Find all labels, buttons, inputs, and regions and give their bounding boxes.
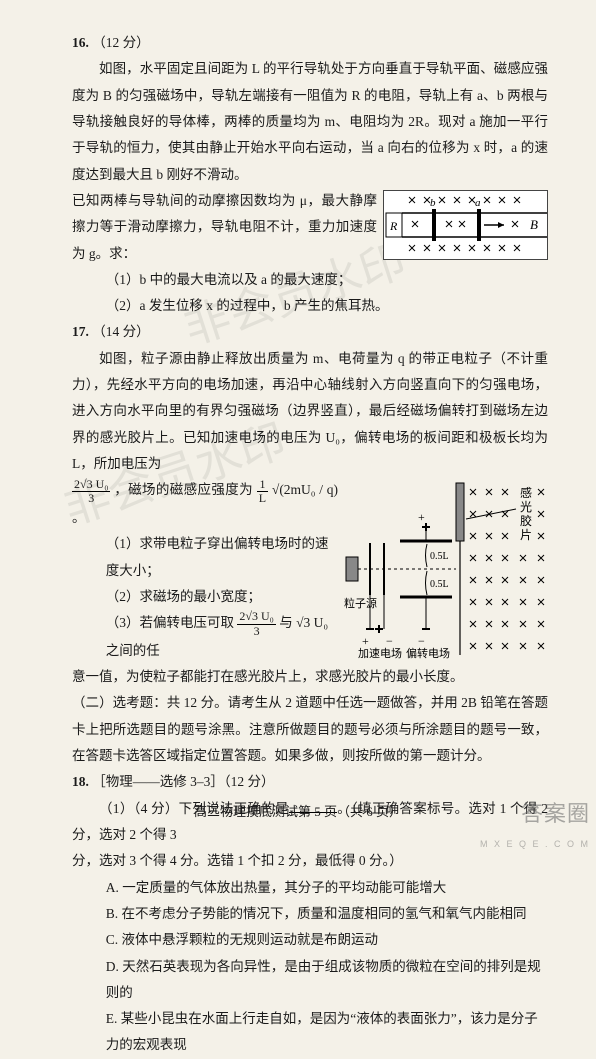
q17-number: 17. [72,324,89,339]
q16-para1: 如图，水平固定且间距为 L 的平行导轨处于方向垂直于导轨平面、磁感应强度为 B … [72,56,548,188]
q16: 16. （12 分） 如图，水平固定且间距为 L 的平行导轨处于方向垂直于导轨平… [72,30,548,319]
q18-module: ［物理——选修 3–3］（12 分） [92,774,274,789]
q18-optB: B. 在不考虑分子势能的情况下，质量和温度相同的氢气和氧气内能相同 [72,901,548,927]
corner-watermark: 答案圈 [521,793,590,836]
label-B: B [530,217,538,232]
label-b: b [430,197,436,209]
q17-sub3b: 意一值，为使粒子都能打在感光胶片上，求感光胶片的最小长度。 [72,664,548,690]
q17-figure: + − − + 0.5L 0.5L [344,479,554,659]
frac-4: √3 U₀ [296,615,328,630]
label-film: 感 [520,485,532,500]
label-a: a [475,197,481,209]
q16-number: 16. [72,35,89,50]
q18-optE: E. 某些小昆虫在水面上行走自如，是因为“液体的表面张力”，该力是分子力的宏观表… [72,1006,548,1059]
exam-page: 非会员水印 非会员水印 16. （12 分） 如图，水平固定且间距为 L 的平行… [0,0,596,842]
svg-text:片: 片 [520,528,532,542]
q16-points: （12 分） [92,35,149,50]
section2-instructions: （二）选考题：共 12 分。请考生从 2 道题中任选一题做答，并用 2B 铅笔在… [72,690,548,769]
root-expr: √(2mU₀ / q) [272,482,338,497]
frac-3: 2√3 U₀ 3 [237,610,275,637]
label-defl: 偏转电场 [406,646,450,659]
label-accel: 加速电场 [358,646,402,659]
field-diagram: + − − + 0.5L 0.5L [344,479,554,659]
q17-points: （14 分） [92,324,149,339]
svg-text:−: − [418,634,425,648]
frac-1: 2√3 U₀ 3 [72,478,110,505]
svg-text:+: + [362,634,369,648]
q18-p1c: 分，选对 3 个得 4 分。选错 1 个扣 2 分，最低得 0 分。） [72,848,548,874]
q18-optA: A. 一定质量的气体放出热量，其分子的平均动能可能增大 [72,875,548,901]
q16-figure: R b a B [383,190,548,260]
q18-optC: C. 液体中悬浮颗粒的无规则运动就是布朗运动 [72,927,548,953]
svg-text:−: − [386,634,393,648]
label-R: R [389,219,398,233]
circuit-diagram: R b a B [384,191,547,259]
q17-para1: 如图，粒子源由静止释放出质量为 m、电荷量为 q 的带正电粒子（不计重力），先经… [72,346,548,478]
page-footer: 高三物理摸底测试第 5 页（共 6 页） [0,799,596,824]
svg-text:光: 光 [520,500,532,514]
q16-sub2: （2）a 发生位移 x 的过程中，b 产生的焦耳热。 [72,293,548,319]
frac-2: 1 L [257,478,268,505]
svg-text:+: + [418,510,425,524]
q18-number: 18. [72,774,89,789]
q17: 17. （14 分） 如图，粒子源由静止释放出质量为 m、电荷量为 q 的带正电… [72,319,548,690]
svg-text:0.5L: 0.5L [430,579,449,590]
label-source: 粒子源 [344,596,377,610]
corner-watermark-sub: M X E Q E . C O M [480,836,590,854]
svg-text:0.5L: 0.5L [430,551,449,562]
q18-optD: D. 天然石英表现为各向异性，是由于组成该物质的微粒在空间的排列是规则的 [72,954,548,1007]
svg-text:胶: 胶 [520,513,532,528]
q16-sub1: （1）b 中的最大电流以及 a 的最大速度； [72,267,548,293]
